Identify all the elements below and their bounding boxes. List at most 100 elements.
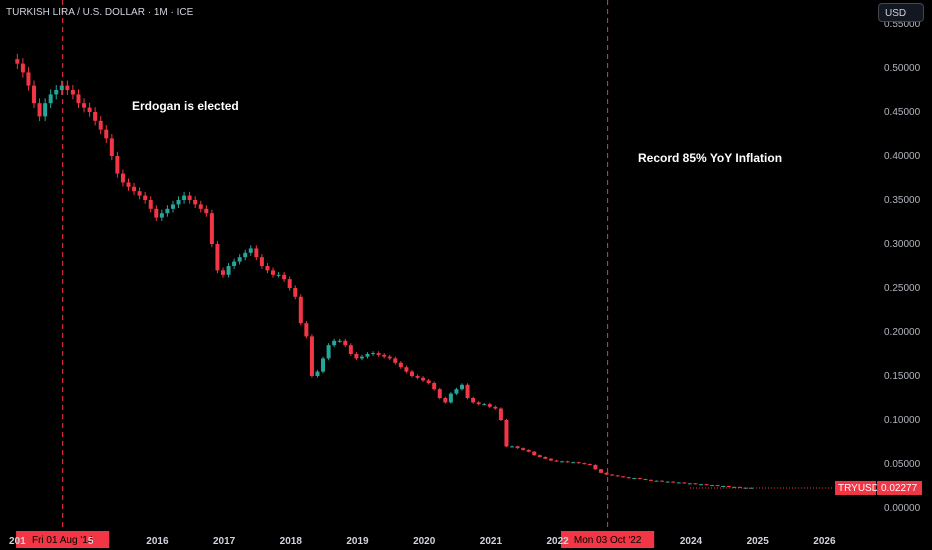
candle-body	[448, 393, 453, 403]
candle-body	[426, 380, 431, 384]
price-axis[interactable]: 0.00000 0.05000 0.10000 0.15000 0.20000 0.250…	[690, 19, 922, 514]
candle-body	[209, 213, 214, 244]
currency-button[interactable]: USD	[878, 3, 924, 22]
y-tick-label: 0.25000	[884, 283, 921, 294]
candle-body	[232, 261, 237, 266]
candle-body	[43, 103, 48, 117]
candle-body	[743, 487, 748, 489]
x-tick-label: 2022	[546, 536, 569, 547]
candle-body	[326, 345, 331, 359]
candle-body	[371, 353, 376, 355]
candle-body	[387, 356, 392, 359]
candle-body	[398, 362, 403, 368]
candle-body	[621, 476, 626, 478]
candle-body	[304, 323, 309, 337]
candle-body	[510, 446, 515, 448]
candle-body	[154, 208, 159, 218]
candle-body	[54, 90, 59, 95]
candle-body	[65, 85, 70, 90]
y-tick-label: 0.10000	[884, 415, 921, 426]
candle-body	[59, 85, 64, 90]
candle-body	[215, 244, 220, 271]
candle-body	[204, 208, 209, 214]
event-annotation: Erdogan is elected	[132, 99, 239, 113]
y-tick-label: 0.35000	[884, 195, 921, 206]
candle-body	[287, 279, 292, 288]
candle-body	[532, 451, 537, 456]
candle-body	[82, 103, 87, 108]
x-tick-label: 5	[88, 536, 94, 547]
candle-body	[471, 398, 476, 403]
candle-body	[243, 252, 248, 258]
candle-body	[176, 200, 181, 205]
candle-body	[309, 336, 314, 376]
y-tick-label: 0.40000	[884, 151, 921, 162]
time-axis[interactable]: 201 5 2016 2017 2018 2019 2020 2021 2022 2024 2025…	[9, 536, 836, 547]
candle-body	[710, 485, 715, 487]
candle-body	[15, 59, 20, 64]
candle-body	[749, 487, 754, 489]
candle-body	[132, 186, 137, 192]
candle-body	[332, 340, 337, 346]
candle-body	[126, 182, 131, 187]
candle-body	[421, 377, 426, 381]
candle-body	[598, 469, 603, 473]
candle-body	[526, 449, 531, 452]
event-annotation: Record 85% YoY Inflation	[638, 151, 782, 165]
candle-body	[120, 173, 125, 183]
event-date-pill	[561, 531, 655, 548]
candle-body	[554, 460, 559, 462]
candle-body	[671, 481, 676, 483]
candle-body	[632, 478, 637, 480]
candle-body	[343, 340, 348, 346]
y-tick-label: 0.15000	[884, 371, 921, 382]
last-price-tag	[877, 480, 922, 495]
candle-body	[737, 486, 742, 488]
candle-body	[187, 195, 192, 200]
candle-body	[454, 389, 459, 394]
candle-body	[571, 462, 576, 464]
candle-body	[560, 461, 565, 463]
candle-body	[676, 482, 681, 484]
candle-body	[137, 191, 142, 196]
candle-body	[26, 72, 31, 86]
candle-body	[465, 384, 470, 398]
candle-body	[548, 458, 553, 461]
candle-body	[276, 274, 281, 276]
candle-body	[610, 474, 615, 476]
candle-body	[699, 484, 704, 486]
candle-body	[348, 345, 353, 354]
candles-layer	[15, 53, 754, 489]
candle-body	[237, 257, 242, 262]
candle-body	[637, 478, 642, 480]
candle-body	[159, 213, 164, 218]
y-tick-label: 0.20000	[884, 327, 921, 338]
event-date-label: Mon 03 Oct '22	[574, 535, 642, 546]
candle-body	[165, 208, 170, 214]
candle-body	[143, 195, 148, 200]
candle-body	[443, 398, 448, 403]
candle-body	[254, 248, 259, 258]
candle-body	[687, 483, 692, 485]
candle-body	[170, 204, 175, 209]
candle-body	[70, 90, 75, 95]
candle-body	[148, 200, 153, 209]
candle-body	[248, 248, 253, 253]
candle-body	[487, 404, 492, 407]
event-date-pill	[16, 531, 110, 548]
candle-body	[293, 288, 298, 297]
y-tick-label: 0.45000	[884, 107, 921, 118]
candle-body	[365, 354, 370, 357]
candle-body	[482, 404, 487, 406]
candle-body	[271, 270, 276, 275]
candle-body	[98, 120, 103, 130]
candle-body	[198, 204, 203, 209]
candle-body	[654, 480, 659, 482]
candle-body	[193, 200, 198, 205]
candle-body	[504, 420, 509, 447]
candle-body	[393, 358, 398, 363]
last-price-label: 0.02277	[881, 483, 918, 494]
y-tick-label: 0.30000	[884, 239, 921, 250]
candle-body	[432, 383, 437, 390]
